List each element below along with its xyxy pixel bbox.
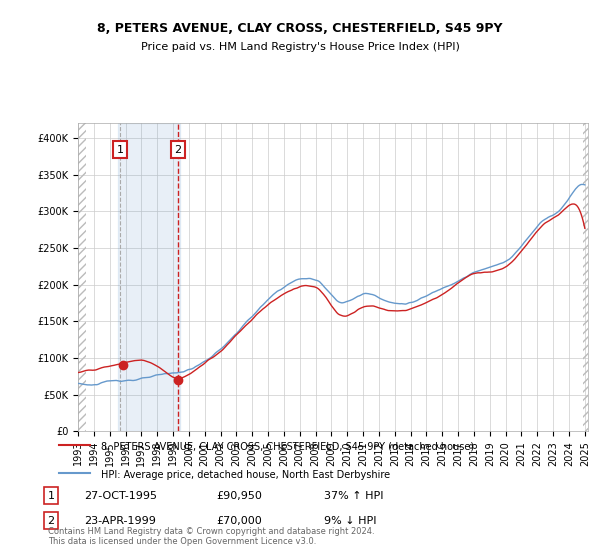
Text: Contains HM Land Registry data © Crown copyright and database right 2024.
This d: Contains HM Land Registry data © Crown c…	[48, 526, 374, 546]
Text: 37% ↑ HPI: 37% ↑ HPI	[324, 491, 383, 501]
Text: 8, PETERS AVENUE, CLAY CROSS, CHESTERFIELD, S45 9PY: 8, PETERS AVENUE, CLAY CROSS, CHESTERFIE…	[97, 22, 503, 35]
Text: 8, PETERS AVENUE, CLAY CROSS, CHESTERFIELD, S45 9PY (detached house): 8, PETERS AVENUE, CLAY CROSS, CHESTERFIE…	[101, 442, 474, 451]
Bar	[118, 123, 179, 431]
Text: 9% ↓ HPI: 9% ↓ HPI	[324, 516, 377, 526]
Text: 2: 2	[175, 144, 182, 155]
Text: 23-APR-1999: 23-APR-1999	[84, 516, 156, 526]
Text: 1: 1	[117, 144, 124, 155]
Text: £70,000: £70,000	[216, 516, 262, 526]
Text: 27-OCT-1995: 27-OCT-1995	[84, 491, 157, 501]
Bar	[78, 123, 86, 431]
Bar	[583, 123, 588, 431]
Text: £90,950: £90,950	[216, 491, 262, 501]
Text: Price paid vs. HM Land Registry's House Price Index (HPI): Price paid vs. HM Land Registry's House …	[140, 42, 460, 52]
Text: HPI: Average price, detached house, North East Derbyshire: HPI: Average price, detached house, Nort…	[101, 470, 390, 479]
Text: 1: 1	[47, 491, 55, 501]
Text: 2: 2	[47, 516, 55, 526]
